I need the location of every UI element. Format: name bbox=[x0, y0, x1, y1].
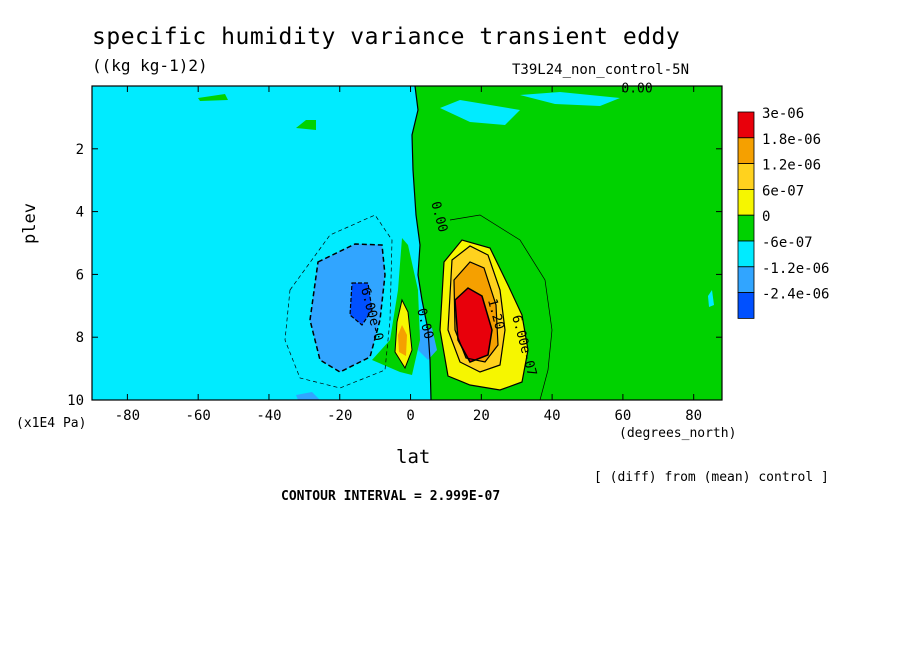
x-axis: -80 -60 -40 -20 0 20 40 60 80 bbox=[115, 86, 702, 424]
negative-contour bbox=[309, 243, 386, 373]
colorbar-label: -1.2e-06 bbox=[762, 261, 829, 277]
field-equatorial-ridge-core bbox=[398, 325, 407, 356]
contour-interval: CONTOUR INTERVAL = 2.999E-07 bbox=[281, 489, 501, 504]
colorbar-swatch bbox=[737, 188, 755, 216]
x-tick-label: 60 bbox=[614, 408, 631, 424]
field-upper-negative-patch bbox=[440, 100, 520, 125]
x-tick-label: -40 bbox=[256, 408, 281, 424]
colorbar: 3e-06 1.8e-06 1.2e-06 6e-07 0 -6e-07 -1.2e-06 -… bbox=[737, 106, 829, 319]
contour-lines bbox=[284, 85, 553, 401]
colorbar-label: 0 bbox=[762, 209, 770, 225]
negative-contour bbox=[349, 282, 373, 326]
contour-label: 0.00 bbox=[621, 81, 652, 96]
y-tick-label: 10 bbox=[67, 393, 84, 409]
colorbar-swatch bbox=[737, 137, 755, 165]
contour-field bbox=[92, 86, 722, 400]
x-tick-label: 40 bbox=[544, 408, 561, 424]
colorbar-swatch bbox=[737, 111, 755, 139]
positive-contour bbox=[454, 287, 493, 363]
field-positive-maximum-core bbox=[455, 288, 492, 362]
field-small-positive-patch bbox=[198, 94, 228, 101]
field-edge-negative-patch bbox=[708, 290, 714, 307]
colorbar-label: -6e-07 bbox=[762, 235, 813, 251]
x-tick-label: 20 bbox=[473, 408, 490, 424]
positive-contour bbox=[447, 245, 506, 373]
colorbar-label: -2.4e-06 bbox=[762, 287, 829, 303]
field-upper-negative-patch bbox=[520, 92, 620, 106]
plot-frame bbox=[91, 85, 723, 401]
x-axis-label: lat bbox=[396, 446, 431, 468]
x-tick-label: -60 bbox=[186, 408, 211, 424]
y-tick-label: 6 bbox=[76, 267, 84, 283]
colorbar-swatch bbox=[737, 163, 755, 190]
x-axis-units: (degrees_north) bbox=[619, 426, 737, 441]
field-negative-small-core bbox=[418, 328, 437, 360]
x-tick-label: -20 bbox=[327, 408, 352, 424]
colorbar-swatch bbox=[737, 266, 755, 293]
x-tick-label: -80 bbox=[115, 408, 140, 424]
chart-units: ((kg kg-1)2) bbox=[92, 56, 208, 75]
negative-contour bbox=[284, 214, 393, 389]
colorbar-label: 1.8e-06 bbox=[762, 132, 821, 148]
y-tick-label: 8 bbox=[76, 330, 84, 346]
colorbar-label: 6e-07 bbox=[762, 183, 804, 199]
chart-title: specific humidity variance transient edd… bbox=[92, 24, 681, 50]
field-small-positive-patch bbox=[296, 120, 316, 130]
y-tick-label: 2 bbox=[76, 142, 84, 158]
y-tick-label: 4 bbox=[76, 205, 84, 221]
colorbar-swatch bbox=[737, 240, 755, 268]
y-axis-units: (x1E4 Pa) bbox=[16, 416, 87, 431]
zero-contour bbox=[411, 85, 432, 401]
positive-contour bbox=[394, 298, 413, 370]
field-negative-core bbox=[350, 283, 372, 325]
colorbar-label: 1.2e-06 bbox=[762, 158, 821, 174]
positive-contour bbox=[439, 239, 529, 391]
colorbar-swatch bbox=[737, 214, 755, 242]
colorbar-swatch bbox=[737, 292, 755, 319]
positive-contour bbox=[449, 214, 553, 401]
field-negative-trough bbox=[310, 244, 385, 372]
run-name: T39L24_non_control-5N bbox=[512, 62, 690, 78]
diff-note: [ (diff) from (mean) control ] bbox=[594, 470, 829, 485]
colorbar-label: 3e-06 bbox=[762, 106, 804, 122]
x-tick-label: 0 bbox=[406, 408, 414, 424]
x-tick-label: 80 bbox=[685, 408, 702, 424]
y-axis: 2 4 6 8 10 bbox=[67, 142, 722, 409]
field-negative-surface-patch bbox=[296, 392, 320, 400]
